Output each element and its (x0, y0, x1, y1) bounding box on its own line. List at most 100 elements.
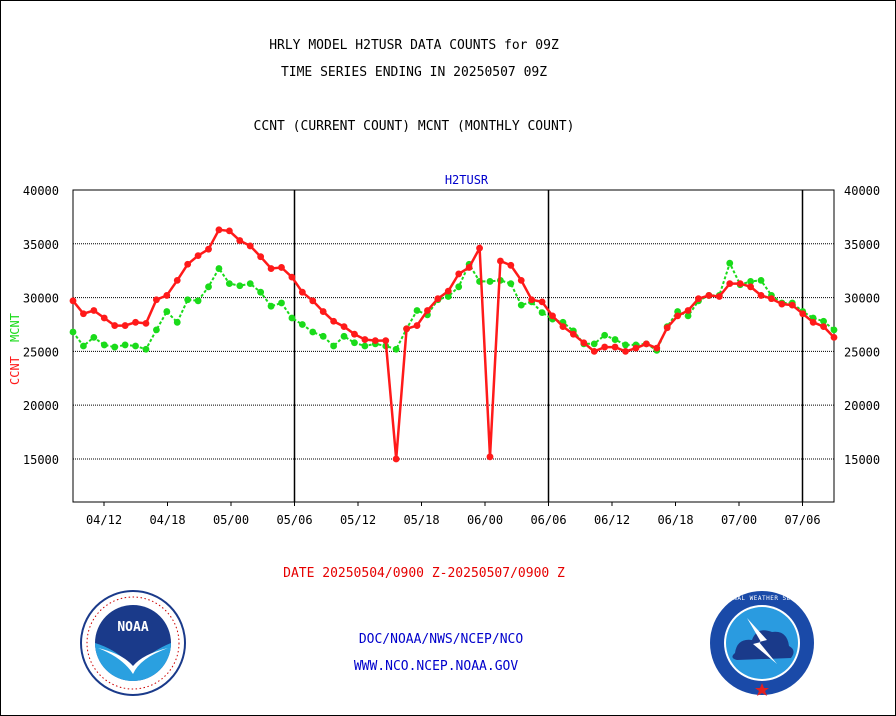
data-point-mcnt (830, 326, 838, 334)
data-point-ccnt (434, 295, 442, 303)
data-point-ccnt (820, 323, 827, 331)
data-point-ccnt (152, 296, 160, 304)
data-point-ccnt (298, 288, 306, 296)
data-point-mcnt (392, 345, 400, 353)
data-point-ccnt (403, 325, 410, 333)
data-point-mcnt (507, 280, 515, 287)
data-point-mcnt (111, 343, 119, 351)
data-point-mcnt (517, 301, 525, 309)
data-point-ccnt (705, 292, 713, 299)
data-point-mcnt (444, 293, 452, 300)
x-tick-label: 05/00 (213, 513, 249, 527)
data-point-ccnt (715, 293, 723, 300)
data-point-ccnt (361, 336, 369, 343)
data-point-ccnt (632, 344, 640, 352)
data-point-ccnt (236, 237, 244, 244)
y-tick-label-left: 15000 (23, 453, 59, 467)
data-point-ccnt (507, 261, 515, 269)
y-tick-label-left: 40000 (23, 184, 59, 198)
data-point-mcnt (726, 259, 734, 267)
data-point-ccnt (121, 322, 129, 329)
data-point-ccnt (444, 287, 452, 295)
data-point-ccnt (225, 227, 233, 235)
data-point-ccnt (569, 330, 577, 338)
data-point-ccnt (424, 307, 431, 314)
y-tick-label-left: 30000 (23, 292, 59, 306)
data-point-mcnt (90, 333, 98, 341)
data-point-ccnt (538, 298, 546, 306)
x-tick-label: 05/18 (403, 513, 439, 527)
data-point-ccnt (622, 347, 629, 355)
data-point-mcnt (330, 342, 338, 350)
data-point-ccnt (246, 242, 254, 250)
data-point-mcnt (622, 341, 629, 349)
data-point-mcnt (194, 297, 202, 305)
data-point-mcnt (684, 312, 692, 320)
data-point-mcnt (267, 302, 275, 310)
noaa-logo-text: NOAA (117, 620, 148, 635)
data-point-mcnt (747, 278, 755, 285)
data-point-ccnt (684, 307, 692, 314)
data-point-mcnt (309, 328, 317, 336)
data-point-ccnt (90, 307, 98, 314)
data-point-mcnt (538, 309, 546, 317)
data-point-mcnt (351, 339, 358, 347)
data-point-ccnt (830, 333, 838, 341)
data-point-ccnt (747, 283, 755, 291)
data-point-ccnt (497, 257, 504, 265)
data-point-ccnt (392, 455, 400, 463)
y-tick-label-right: 25000 (844, 345, 880, 359)
data-point-ccnt (278, 264, 285, 271)
data-point-mcnt (163, 308, 171, 315)
data-point-ccnt (184, 260, 192, 268)
data-point-mcnt (215, 265, 223, 272)
data-point-ccnt (799, 310, 807, 318)
data-point-mcnt (486, 278, 494, 285)
data-point-mcnt (757, 276, 765, 284)
x-tick-label: 05/12 (340, 513, 376, 527)
data-point-ccnt (768, 295, 775, 303)
x-tick-label: 04/18 (149, 513, 185, 527)
data-point-ccnt (642, 340, 650, 348)
data-point-mcnt (361, 342, 369, 350)
noaa-logo: NOAA (80, 590, 186, 696)
data-point-ccnt (528, 296, 536, 304)
data-point-ccnt (778, 300, 786, 308)
data-point-ccnt (309, 297, 317, 305)
data-point-ccnt (100, 314, 108, 322)
data-point-mcnt (142, 345, 150, 353)
data-point-ccnt (476, 244, 483, 252)
nws-logo: NATIONAL WEATHER SERVICE (710, 591, 814, 696)
data-point-ccnt (590, 347, 598, 355)
data-point-ccnt (215, 226, 223, 234)
data-point-ccnt (726, 280, 734, 287)
data-point-ccnt (371, 337, 379, 345)
data-point-mcnt (590, 340, 598, 348)
data-point-ccnt (465, 264, 473, 271)
data-point-mcnt (173, 318, 181, 326)
data-point-ccnt (559, 323, 567, 331)
y-tick-label-left: 20000 (23, 399, 59, 413)
x-tick-label: 07/06 (784, 513, 820, 527)
data-point-mcnt (152, 326, 160, 334)
y-tick-label-left: 35000 (23, 238, 59, 252)
data-point-ccnt (663, 324, 671, 332)
y-tick-label-right: 15000 (844, 453, 880, 467)
nws-logo-text: NATIONAL WEATHER SERVICE (713, 595, 812, 602)
data-point-mcnt (455, 283, 463, 291)
data-point-ccnt (788, 301, 796, 309)
date-range-label: DATE 20250504/0900 Z-20250507/0900 Z (283, 566, 565, 581)
data-point-ccnt (486, 453, 494, 461)
data-point-ccnt (132, 318, 139, 326)
url-link[interactable]: WWW.NCO.NCEP.NOAA.GOV (353, 659, 519, 674)
data-point-mcnt (100, 341, 108, 349)
y-tick-label-left: 25000 (23, 345, 59, 359)
data-point-ccnt (340, 323, 348, 331)
x-tick-label: 06/12 (594, 513, 630, 527)
data-point-mcnt (413, 307, 421, 314)
x-tick-label: 05/06 (276, 513, 312, 527)
data-point-ccnt (736, 280, 744, 287)
chart-header-line3: CCNT (CURRENT COUNT) MCNT (MONTHLY COUNT… (253, 119, 575, 134)
data-point-mcnt (205, 283, 212, 291)
data-point-mcnt (288, 314, 296, 322)
